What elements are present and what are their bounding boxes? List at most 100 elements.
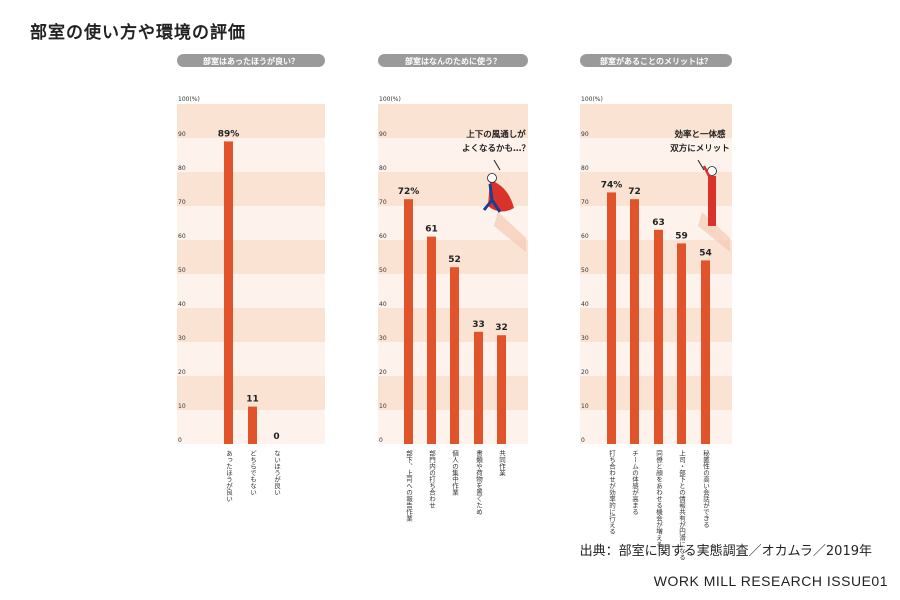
bar-value-label: 11	[246, 395, 259, 405]
bar-value-label: 89%	[218, 129, 240, 139]
bar	[248, 406, 257, 444]
y-tick-label: 50	[178, 267, 186, 274]
category-label: 共同作業	[498, 449, 506, 478]
chart-band	[580, 172, 732, 206]
mascot-body-icon	[708, 176, 716, 226]
mascot-legs-icon	[482, 183, 502, 213]
y-tick-label: 0	[379, 437, 383, 444]
y-tick-label: 60	[581, 233, 589, 240]
category-label: 秘匿性の高い会話ができる	[702, 449, 710, 529]
chart-band	[177, 376, 325, 410]
category-label: あったほうが良い	[225, 450, 233, 503]
category-label: 部門内の打ち合わせ	[428, 449, 436, 509]
bar	[654, 229, 663, 444]
category-label: 打ち合わせが効率的に行える	[608, 449, 616, 535]
category-label: 同僚と顔をあわせる機会が増える	[655, 450, 663, 548]
y-axis-unit-label: 100(%)	[379, 96, 401, 103]
category-label: 書類や荷物を置くため	[475, 449, 483, 516]
bar-value-label: 54	[699, 248, 712, 258]
bar-value-label: 61	[425, 225, 438, 235]
y-tick-label: 50	[581, 267, 589, 274]
y-tick-label: 60	[379, 233, 387, 240]
category-label: 上司・部下との情報共有が円滑になる	[678, 449, 686, 561]
chart-band	[378, 138, 528, 172]
bar	[630, 199, 639, 444]
bar	[404, 199, 413, 444]
mascot-shadow	[698, 212, 730, 252]
y-tick-label: 50	[379, 267, 387, 274]
y-tick-label: 10	[581, 403, 589, 410]
annotation-text: よくなるかも…？	[462, 144, 530, 154]
bar	[701, 260, 710, 444]
annotation-pointer	[697, 159, 705, 171]
y-axis-unit-label: 100(%)	[178, 96, 200, 103]
bar-value-label: 52	[448, 255, 461, 265]
bar-value-label: 72%	[398, 187, 420, 197]
y-tick-label: 80	[379, 165, 387, 172]
y-tick-label: 90	[178, 131, 186, 138]
y-tick-label: 90	[581, 131, 589, 138]
y-tick-label: 70	[581, 199, 589, 206]
chart-band	[378, 104, 528, 138]
bar	[474, 331, 483, 444]
annotation-text: 双方にメリット	[670, 143, 730, 154]
y-tick-label: 0	[581, 437, 585, 444]
chart-header-pill	[177, 54, 325, 67]
annotation-pointer	[493, 159, 501, 171]
bar	[497, 335, 506, 444]
y-tick-label: 40	[379, 301, 387, 308]
y-tick-label: 20	[178, 369, 186, 376]
y-tick-label: 70	[178, 199, 186, 206]
bar-value-label: 72	[628, 187, 641, 197]
chart-band	[580, 104, 732, 138]
y-tick-label: 40	[178, 301, 186, 308]
category-label: ないほうが良い	[273, 450, 281, 496]
chart-band	[177, 240, 325, 274]
chart-band	[177, 274, 325, 308]
y-tick-label: 20	[379, 369, 387, 376]
mascot-shadow	[494, 212, 526, 252]
chart-band	[177, 206, 325, 240]
chart-band	[177, 342, 325, 376]
category-label: チームの体感が高まる	[631, 450, 639, 516]
bar-value-label: 59	[675, 231, 688, 241]
mascot-head-icon	[487, 173, 497, 183]
bar-value-label: 33	[472, 320, 485, 330]
bar	[224, 141, 233, 444]
y-tick-label: 40	[581, 301, 589, 308]
y-tick-label: 10	[178, 403, 186, 410]
bar	[607, 192, 616, 444]
y-tick-label: 80	[178, 165, 186, 172]
source-note: 出典：部室に関する実態調査／オカムラ／2019年	[579, 544, 872, 559]
chart-title: 部室はあったほうが良い？	[203, 56, 299, 66]
y-tick-label: 30	[178, 335, 186, 342]
y-tick-label: 0	[178, 437, 182, 444]
y-tick-label: 30	[581, 335, 589, 342]
annotation-text: 上下の風通しが	[466, 129, 526, 140]
bar-value-label: 0	[273, 432, 279, 442]
y-tick-label: 90	[379, 131, 387, 138]
annotation-text: 効率と一体感	[674, 129, 726, 140]
y-tick-label: 10	[379, 403, 387, 410]
y-tick-label: 60	[178, 233, 186, 240]
mascot-arm-icon	[702, 165, 712, 179]
footer-credit: WORK MILL RESEARCH ISSUE01	[653, 573, 888, 589]
y-tick-label: 70	[379, 199, 387, 206]
y-tick-label: 30	[379, 335, 387, 342]
chart-header-pill	[580, 54, 732, 67]
chart-band	[580, 138, 732, 172]
category-label: どちらでもない	[249, 450, 257, 496]
category-label: 部下、上司への報告作業	[405, 449, 413, 523]
bar-value-label: 74%	[601, 180, 623, 190]
y-axis-unit-label: 100(%)	[581, 96, 603, 103]
bar-value-label: 63	[652, 218, 665, 228]
y-tick-label: 20	[581, 369, 589, 376]
chart-band	[177, 138, 325, 172]
chart-band	[177, 308, 325, 342]
y-tick-label: 80	[581, 165, 589, 172]
bar	[427, 236, 436, 444]
bar-value-label: 32	[495, 323, 508, 333]
chart-band	[177, 104, 325, 138]
